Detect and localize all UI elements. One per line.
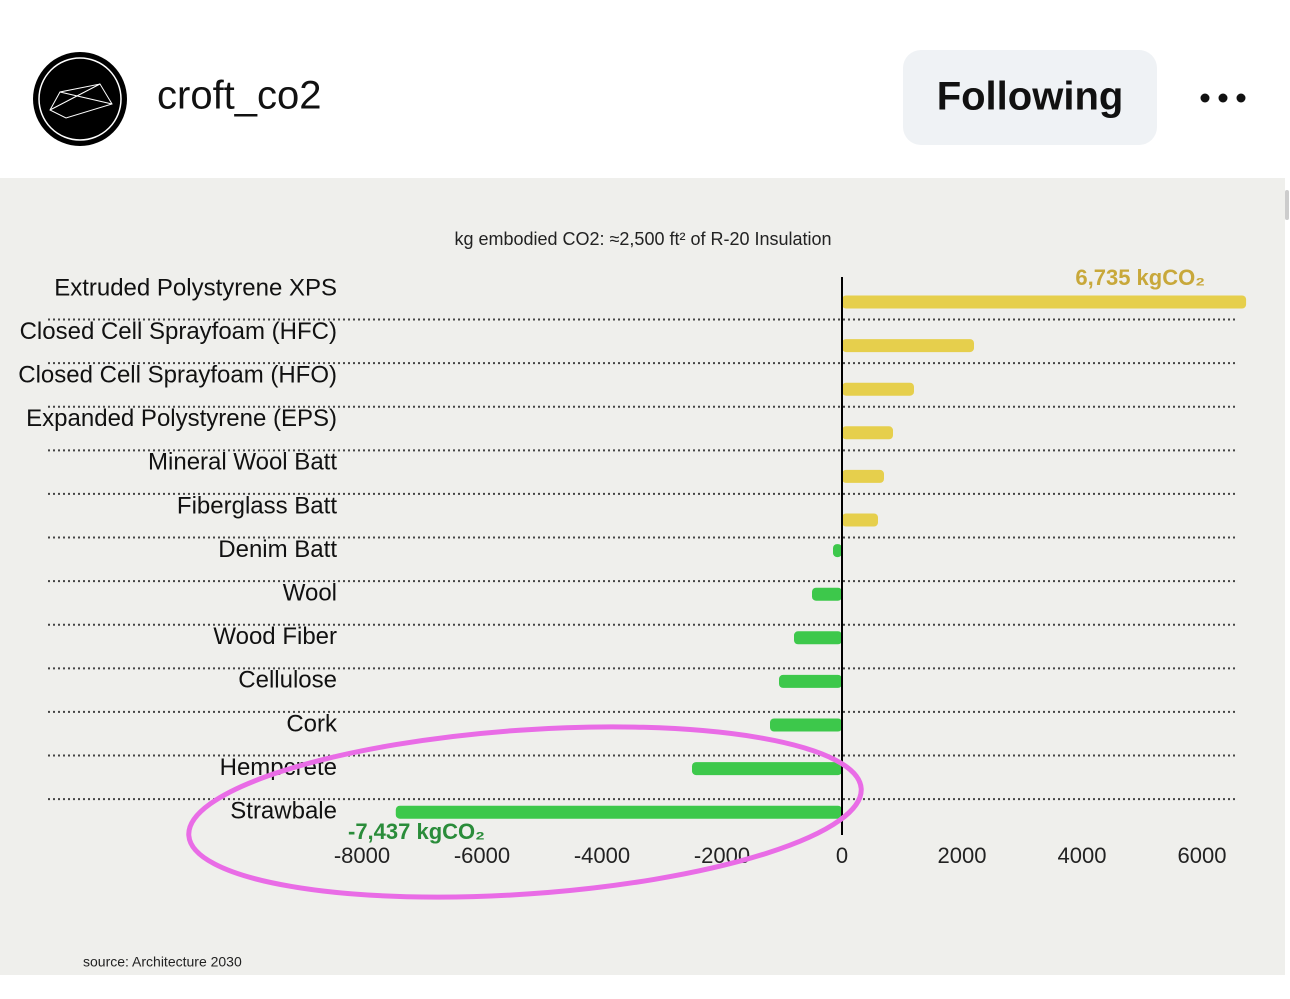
category-label: Wood Fiber [213,623,337,650]
chart: kg embodied CO2: ≈2,500 ft² of R-20 Insu… [18,229,1247,970]
value-label: -7,437 kgCO₂ [348,819,485,844]
x-tick-label: 2000 [938,843,987,868]
follow-button[interactable] [903,50,1157,145]
bar [842,469,884,483]
bar [794,631,842,645]
value-label: 6,735 kgCO₂ [1075,265,1205,290]
category-label: Mineral Wool Batt [148,449,337,476]
scrollbar [1285,190,1289,220]
bar [842,339,974,353]
more-options[interactable] [1200,93,1246,103]
category-label: Fiberglass Batt [177,492,337,519]
x-tick-label: 6000 [1178,843,1227,868]
category-label: Closed Cell Sprayfoam (HFO) [18,362,337,389]
category-label: Wool [283,580,337,607]
bar [842,513,878,527]
bar [770,718,842,732]
avatar[interactable] [33,52,127,146]
bar [842,382,914,396]
category-label: Cellulose [238,667,337,694]
bar [779,674,842,688]
chart-title: kg embodied CO2: ≈2,500 ft² of R-20 Insu… [454,229,831,249]
follow-button-label[interactable]: Following [937,75,1124,119]
bar [692,762,842,776]
bar [812,587,842,601]
bar [833,544,842,558]
bar [842,295,1247,309]
category-label: Strawbale [230,798,337,825]
bar [395,805,842,819]
chart-background [0,178,1285,975]
category-label: Closed Cell Sprayfoam (HFC) [20,318,337,345]
category-label: Extruded Polystyrene XPS [54,274,337,301]
bar [842,426,893,440]
category-label: Denim Batt [218,536,337,563]
x-tick-label: 0 [836,843,848,868]
category-label: Expanded Polystyrene (EPS) [26,405,337,432]
highlight-ellipse [186,724,864,900]
x-tick-label: -8000 [334,843,390,868]
chart-source: source: Architecture 2030 [83,954,242,970]
x-tick-label: 4000 [1058,843,1107,868]
x-tick-label: -4000 [574,843,630,868]
username[interactable]: croft_co2 [157,74,322,118]
x-tick-label: -6000 [454,843,510,868]
category-label: Cork [286,710,338,737]
